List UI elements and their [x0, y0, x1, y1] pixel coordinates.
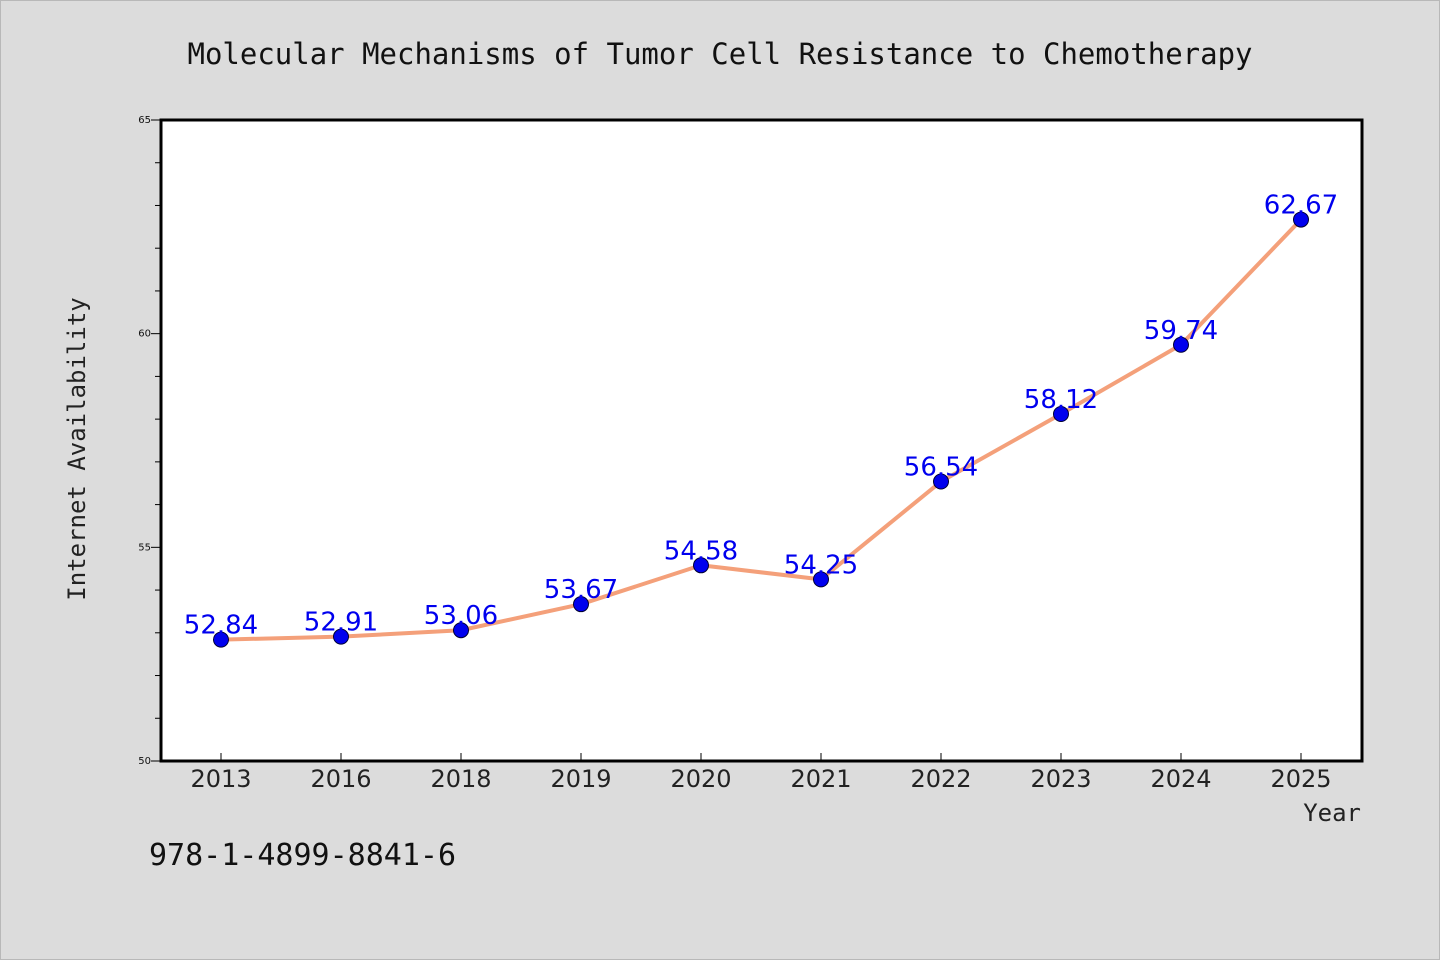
y-tick-label: 60	[138, 329, 151, 340]
data-point	[1173, 336, 1189, 353]
x-tick-label: 2024	[1150, 765, 1211, 793]
data-point	[1053, 406, 1069, 423]
data-point	[813, 571, 829, 588]
data-point	[333, 628, 349, 645]
x-tick-label: 2018	[430, 765, 491, 793]
x-axis: 2013 2016 2018 2019 2020 2021 2022 2023 2024 2025	[190, 753, 1332, 793]
x-tick-label: 2023	[1030, 765, 1091, 793]
data-point	[213, 631, 229, 648]
data-point	[1293, 211, 1309, 228]
x-tick-label: 2021	[790, 765, 851, 793]
x-axis-label: Year	[1303, 799, 1361, 827]
data-label: 58.12	[1024, 385, 1098, 415]
data-label: 59.74	[1144, 316, 1218, 346]
x-tick-label: 2013	[190, 765, 251, 793]
y-axis: 50 55 60 65	[138, 115, 161, 767]
y-axis-label: Internet Availability	[63, 297, 91, 600]
data-label: 54.25	[784, 550, 858, 580]
x-tick-label: 2016	[310, 765, 371, 793]
y-tick-label: 55	[138, 542, 151, 553]
x-tick-label: 2022	[910, 765, 971, 793]
series-layer: 52.84 52.91 53.06 53.67 54.58 54.25 56.54 58.12…	[184, 191, 1338, 648]
series-line	[219, 217, 1303, 642]
x-tick-label: 2025	[1270, 765, 1331, 793]
x-tick-label: 2019	[550, 765, 611, 793]
chart-title: Molecular Mechanisms of Tumor Cell Resis…	[187, 37, 1252, 71]
y-tick-label: 65	[138, 115, 151, 126]
data-label: 52.91	[304, 608, 378, 638]
data-label: 62.67	[1264, 191, 1338, 221]
data-label: 53.06	[424, 601, 498, 631]
data-point	[453, 622, 469, 639]
x-tick-label: 2020	[670, 765, 731, 793]
isbn-label: 978-1-4899-8841-6	[149, 838, 456, 873]
y-tick-label: 50	[138, 756, 151, 767]
data-label: 53.67	[544, 575, 618, 605]
data-point	[573, 596, 589, 613]
data-point	[693, 557, 709, 574]
data-label: 52.84	[184, 611, 258, 641]
plot-area	[159, 118, 1364, 763]
data-label: 54.58	[664, 536, 738, 566]
data-point	[933, 473, 949, 490]
data-label: 56.54	[904, 453, 978, 483]
